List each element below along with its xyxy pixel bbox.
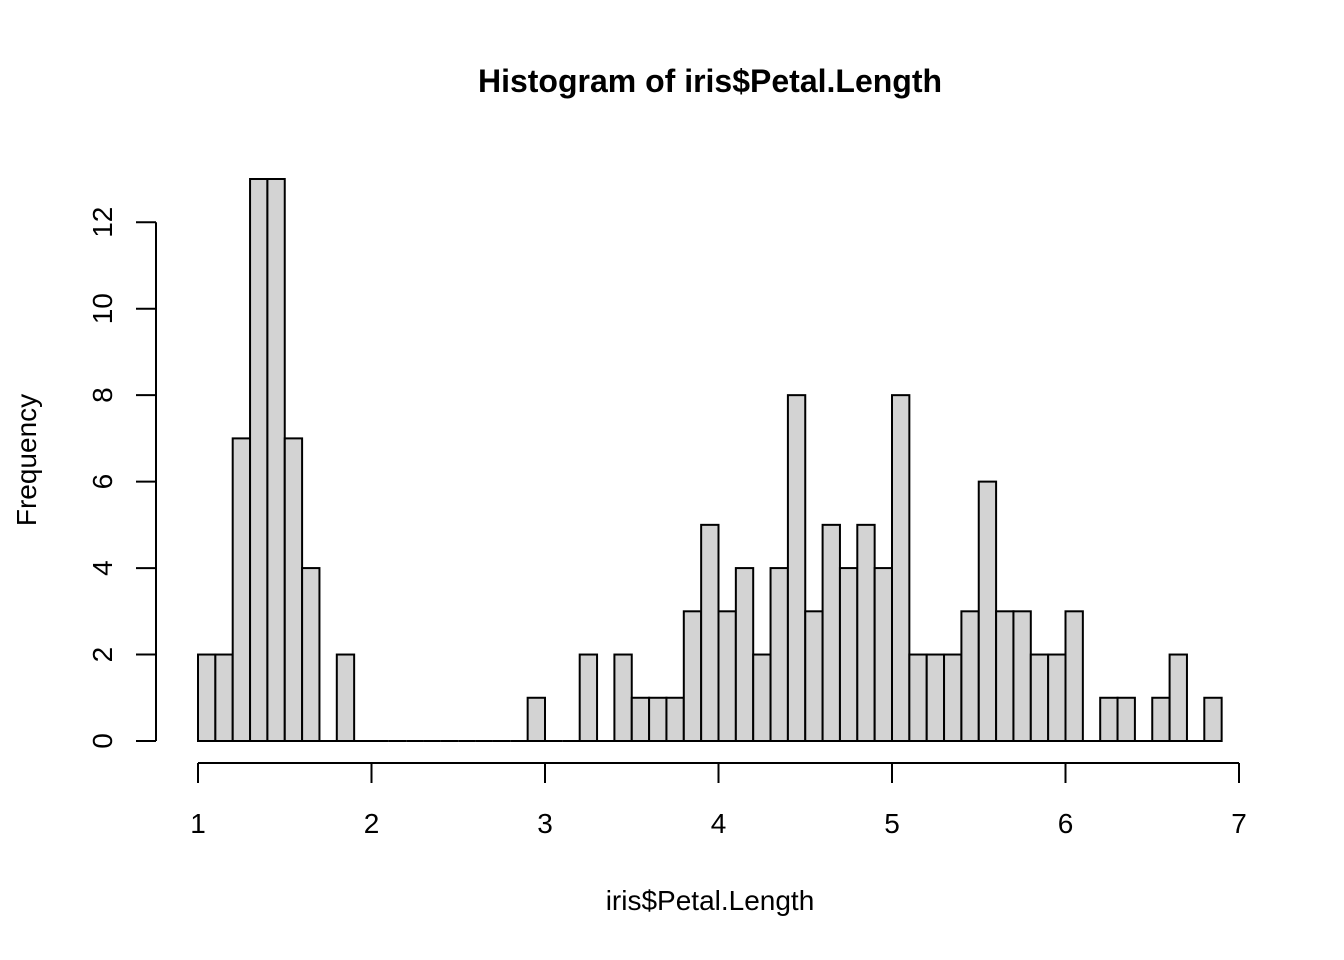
x-tick-label: 2: [364, 808, 380, 839]
histogram-bar: [1151, 696, 1171, 742]
x-axis: 1 2 3 4 5 6 7: [190, 762, 1247, 839]
histogram-bar: [786, 394, 807, 742]
histogram-bar: [283, 437, 304, 742]
histogram-bar: [943, 653, 963, 742]
histogram-bar: [526, 696, 547, 742]
bars-group: [197, 178, 1223, 742]
y-tick-label: 10: [87, 293, 118, 324]
histogram-bar: [682, 610, 703, 742]
x-tick-label: 3: [537, 808, 553, 839]
x-tick-label: 6: [1058, 808, 1074, 839]
histogram-bar: [1012, 610, 1032, 742]
histogram-bar: [873, 567, 894, 742]
histogram-bar: [1203, 696, 1223, 742]
x-axis-label: iris$Petal.Length: [606, 885, 815, 916]
x-tick-label: 5: [884, 808, 900, 839]
histogram-bar: [700, 523, 720, 742]
histogram-bar: [231, 437, 252, 742]
histogram-bar: [1116, 696, 1136, 742]
histogram-bar: [665, 696, 685, 742]
histogram-bar: [1064, 610, 1084, 742]
histogram-bar: [804, 610, 824, 742]
y-tick-label: 6: [87, 474, 118, 490]
histogram-bar: [1099, 696, 1119, 742]
histogram-bar: [752, 653, 772, 742]
histogram-bar: [214, 653, 234, 742]
chart-title: Histogram of iris$Petal.Length: [478, 63, 942, 99]
x-tick-label: 7: [1231, 808, 1247, 839]
y-tick-label: 0: [87, 733, 118, 749]
histogram-bar: [1047, 653, 1067, 742]
histogram-bar: [630, 696, 651, 742]
x-tick-label: 4: [711, 808, 727, 839]
y-axis: 0 2 4 6 8 10 12: [87, 207, 157, 749]
histogram-bar: [908, 653, 928, 742]
y-tick-label: 8: [87, 387, 118, 403]
histogram-bar: [769, 567, 789, 742]
histogram-bar: [648, 696, 668, 742]
histogram-bar: [717, 610, 737, 742]
x-tick-label: 1: [190, 808, 206, 839]
histogram-bar: [335, 653, 356, 742]
histogram-bar: [249, 178, 269, 742]
histogram-bar: [734, 567, 755, 742]
histogram-bar: [838, 567, 859, 742]
histogram-bar: [301, 567, 321, 742]
y-axis-label: Frequency: [11, 394, 42, 526]
histogram-bar: [821, 523, 841, 742]
histogram-bar: [578, 653, 599, 742]
histogram-bar: [1168, 653, 1188, 742]
histogram-bar: [266, 178, 286, 742]
histogram-bar: [1029, 653, 1050, 742]
histogram-bar: [891, 394, 911, 742]
y-tick-label: 12: [87, 207, 118, 238]
histogram-bar: [995, 610, 1015, 742]
histogram-bar: [856, 523, 876, 742]
y-tick-label: 4: [87, 560, 118, 576]
y-tick-label: 2: [87, 647, 118, 663]
histogram-bar: [977, 480, 998, 742]
histogram-bar: [925, 653, 946, 742]
histogram-bar: [960, 610, 980, 742]
histogram-bar: [197, 653, 217, 742]
histogram-bar: [613, 653, 633, 742]
